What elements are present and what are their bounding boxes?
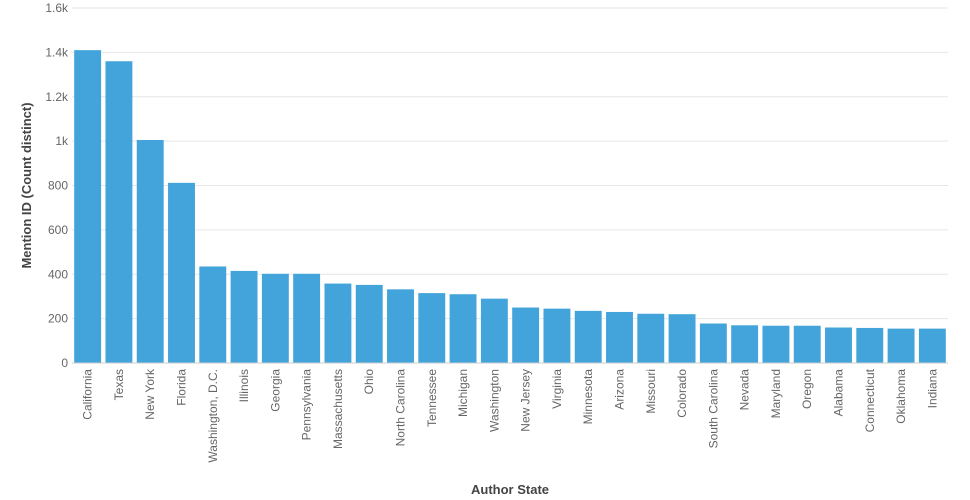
x-axis-title: Author State: [471, 482, 549, 497]
x-tick-label: Indiana: [925, 369, 939, 409]
x-tick-label: Minnesota: [581, 369, 595, 425]
bar[interactable]: [606, 311, 633, 363]
x-tick-label: Arizona: [613, 369, 627, 410]
bar[interactable]: [731, 325, 759, 363]
bar[interactable]: [699, 323, 727, 363]
x-tick-label: Pennsylvania: [300, 369, 314, 441]
y-tick-label: 1.4k: [45, 45, 69, 59]
x-tick-label: Georgia: [268, 369, 282, 412]
x-tick-label: Massachusetts: [331, 369, 345, 449]
bar[interactable]: [762, 325, 790, 363]
y-tick-label: 600: [48, 223, 68, 237]
x-tick-label: Tennessee: [425, 369, 439, 427]
x-tick-label: Virginia: [550, 369, 564, 409]
bar[interactable]: [168, 182, 195, 363]
x-tick-label: Illinois: [237, 369, 251, 402]
bar[interactable]: [136, 140, 164, 363]
y-tick-label: 400: [48, 267, 68, 281]
bars: [74, 50, 946, 363]
x-tick-label: Florida: [175, 369, 189, 406]
x-tick-label: Oregon: [800, 369, 814, 409]
x-tick-label: Oklahoma: [894, 369, 908, 424]
x-tick-label: Colorado: [675, 369, 689, 418]
x-tick-label: Texas: [112, 369, 126, 400]
y-tick-label: 1.2k: [45, 90, 69, 104]
x-tick-label: New Jersey: [519, 369, 533, 432]
bar[interactable]: [512, 307, 540, 363]
bar[interactable]: [355, 284, 383, 363]
y-tick-label: 1k: [55, 134, 69, 148]
bar[interactable]: [793, 325, 821, 363]
y-tick-label: 200: [48, 312, 68, 326]
bar[interactable]: [637, 313, 665, 363]
y-tick-label: 800: [48, 179, 68, 193]
bar[interactable]: [324, 283, 352, 363]
bar[interactable]: [293, 273, 321, 363]
x-tick-label: California: [81, 369, 95, 420]
bar[interactable]: [418, 293, 446, 363]
x-tick-label: North Carolina: [394, 369, 408, 447]
x-axis-ticks: California Texas New York Florida Washington…: [81, 368, 940, 463]
bar[interactable]: [887, 328, 915, 363]
x-tick-label: Michigan: [456, 369, 470, 417]
bar[interactable]: [480, 298, 508, 363]
x-tick-label: Connecticut: [863, 368, 877, 432]
x-tick-label: Washington: [487, 369, 501, 432]
bar[interactable]: [261, 273, 289, 363]
bar[interactable]: [449, 294, 477, 363]
x-tick-label: Missouri: [644, 369, 658, 414]
bar[interactable]: [387, 289, 414, 363]
x-tick-label: Ohio: [362, 369, 376, 395]
x-tick-label: Maryland: [769, 369, 783, 418]
bar[interactable]: [668, 314, 696, 363]
x-tick-label: Washington, D.C.: [206, 369, 220, 463]
y-axis-title: Mention ID (Count distinct): [19, 102, 34, 268]
bar[interactable]: [574, 310, 602, 363]
x-tick-label: Alabama: [832, 369, 846, 417]
y-axis-ticks: 0 200 400 600 800 1k 1.2k 1.4k 1.6k: [45, 1, 69, 370]
bar[interactable]: [825, 327, 852, 364]
bar[interactable]: [199, 266, 227, 363]
bar[interactable]: [856, 327, 884, 363]
y-tick-label: 1.6k: [45, 1, 69, 15]
bar[interactable]: [230, 270, 258, 363]
bar[interactable]: [74, 50, 102, 363]
x-tick-label: New York: [143, 368, 157, 420]
bar[interactable]: [105, 61, 133, 363]
x-tick-label: South Carolina: [706, 369, 720, 449]
bar[interactable]: [543, 308, 571, 363]
bar[interactable]: [918, 328, 946, 363]
y-tick-label: 0: [61, 356, 68, 370]
x-tick-label: Nevada: [738, 369, 752, 411]
